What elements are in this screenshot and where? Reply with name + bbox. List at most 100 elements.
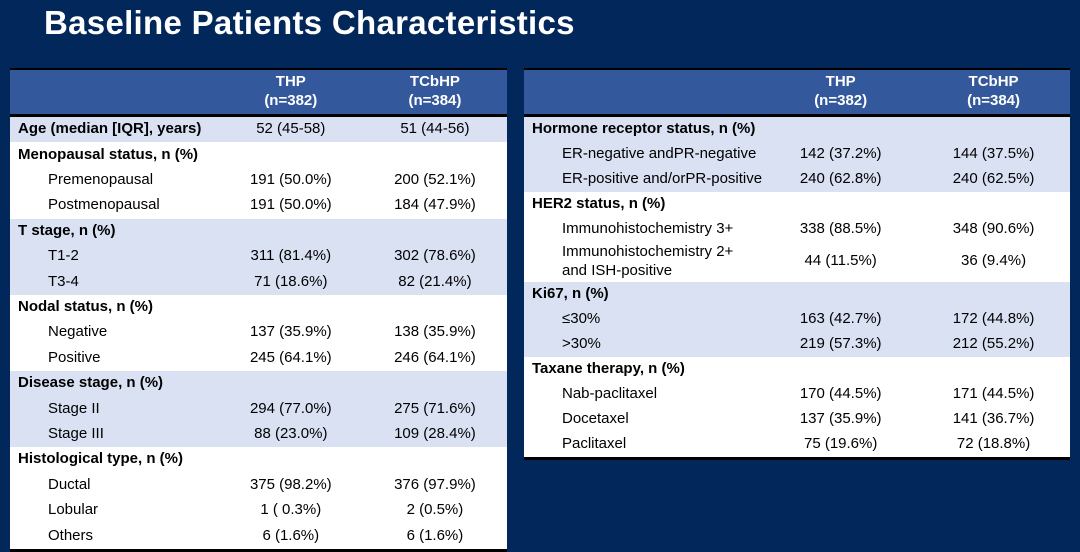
left-table-head: THP (n=382) TCbHP (n=384): [10, 69, 507, 117]
row-label: Postmenopausal: [10, 193, 219, 219]
row-label: ER-negative andPR-negative: [524, 142, 765, 167]
table-row: ≤30% 163 (42.7%) 172 (44.8%): [524, 306, 1070, 332]
row-label: Nodal status, n (%): [10, 294, 219, 321]
thp-value: 1 ( 0.3%): [218, 497, 363, 524]
tcbhp-value: 275 (71.6%): [362, 396, 507, 422]
tcbhp-value: 302 (78.6%): [362, 243, 507, 270]
row-label: >30%: [524, 331, 765, 357]
table-row: Nodal status, n (%): [10, 294, 507, 321]
row-label: Positive: [10, 345, 219, 371]
arm-n: (n=384): [967, 92, 1021, 109]
table-row: HER2 status, n (%): [524, 192, 1070, 217]
thp-value: 294 (77.0%): [218, 396, 363, 422]
column-header-tcbhp: TCbHP (n=384): [362, 69, 507, 117]
thp-value: 375 (98.2%): [218, 472, 363, 498]
tcbhp-value: 246 (64.1%): [362, 345, 507, 371]
tcbhp-value: [362, 142, 507, 168]
table-row: Negative 137 (35.9%) 138 (35.9%): [10, 320, 507, 346]
table-row: Histological type, n (%): [10, 447, 507, 473]
left-table-body: Age (median [IQR], years) 52 (45-58) 51 (4…: [10, 115, 507, 551]
row-label: Age (median [IQR], years): [10, 115, 219, 143]
thp-value: 240 (62.8%): [764, 167, 918, 192]
tcbhp-value: 171 (44.5%): [917, 381, 1070, 407]
header-row: THP (n=382) TCbHP (n=384): [10, 69, 507, 117]
table-row: Menopausal status, n (%): [10, 142, 507, 168]
table-row: Taxane therapy, n (%): [524, 356, 1070, 382]
row-label: T stage, n (%): [10, 218, 219, 244]
baseline-characteristics-table-left: THP (n=382) TCbHP (n=384) Age (median [I…: [10, 68, 507, 552]
tcbhp-value: 72 (18.8%): [917, 431, 1070, 458]
table-row: >30% 219 (57.3%) 212 (55.2%): [524, 331, 1070, 357]
table-row: Lobular 1 ( 0.3%) 2 (0.5%): [10, 497, 507, 524]
row-label: Disease stage, n (%): [10, 370, 219, 397]
tcbhp-value: 348 (90.6%): [917, 217, 1070, 242]
row-label: Stage III: [10, 421, 219, 448]
tcbhp-value: 212 (55.2%): [917, 331, 1070, 357]
thp-value: 219 (57.3%): [764, 331, 918, 357]
table-row: T stage, n (%): [10, 218, 507, 244]
table-row: T3-4 71 (18.6%) 82 (21.4%): [10, 269, 507, 295]
row-label: Ki67, n (%): [524, 281, 765, 307]
row-label: Ductal: [10, 472, 219, 498]
row-label: T3-4: [10, 269, 219, 295]
table-row: Paclitaxel 75 (19.6%) 72 (18.8%): [524, 431, 1070, 458]
table-row: Ductal 375 (98.2%) 376 (97.9%): [10, 472, 507, 498]
tcbhp-value: 82 (21.4%): [362, 269, 507, 295]
thp-value: 137 (35.9%): [218, 320, 363, 346]
row-label: ≤30%: [524, 306, 765, 332]
right-table-body: Hormone receptor status, n (%) ER-negativ…: [524, 115, 1070, 458]
thp-value: [764, 115, 918, 142]
thp-value: [218, 142, 363, 168]
page-title: Baseline Patients Characteristics: [44, 4, 575, 41]
tcbhp-value: [917, 281, 1070, 307]
arm-name: THP: [275, 73, 306, 91]
table-row: Premenopausal 191 (50.0%) 200 (52.1%): [10, 167, 507, 194]
table-row: Disease stage, n (%): [10, 370, 507, 397]
table-row: ER-negative andPR-negative 142 (37.2%) 144…: [524, 142, 1070, 167]
row-label: Negative: [10, 320, 219, 346]
thp-value: [764, 356, 918, 382]
table-row: Others 6 (1.6%) 6 (1.6%): [10, 523, 507, 551]
thp-value: 52 (45-58): [218, 115, 363, 143]
table-row: Immunohistochemistry 3+ 338 (88.5%) 348 (9…: [524, 217, 1070, 242]
thp-value: 88 (23.0%): [218, 421, 363, 448]
table-row: Ki67, n (%): [524, 281, 1070, 307]
table-row: Postmenopausal 191 (50.0%) 184 (47.9%): [10, 193, 507, 219]
arm-name: TCbHP: [968, 73, 1019, 91]
column-header-tcbhp: TCbHP (n=384): [917, 69, 1070, 117]
table-row: T1-2 311 (81.4%) 302 (78.6%): [10, 243, 507, 270]
table-row: Positive 245 (64.1%) 246 (64.1%): [10, 345, 507, 371]
tcbhp-value: 172 (44.8%): [917, 306, 1070, 332]
thp-value: 170 (44.5%): [764, 381, 918, 407]
arm-n: (n=384): [408, 92, 462, 109]
arm-name: THP: [825, 73, 856, 91]
tcbhp-value: 184 (47.9%): [362, 193, 507, 219]
header-row: THP (n=382) TCbHP (n=384): [524, 69, 1070, 117]
table-row: Hormone receptor status, n (%): [524, 115, 1070, 142]
right-table-head: THP (n=382) TCbHP (n=384): [524, 69, 1070, 117]
arm-n: (n=382): [814, 92, 868, 109]
tcbhp-value: 141 (36.7%): [917, 406, 1070, 432]
empty-header-cell: [10, 69, 219, 117]
table-row: Nab-paclitaxel 170 (44.5%) 171 (44.5%): [524, 381, 1070, 407]
thp-value: [218, 294, 363, 321]
baseline-characteristics-table-right: THP (n=382) TCbHP (n=384) Hormone recept…: [524, 68, 1070, 460]
thp-value: [218, 370, 363, 397]
row-label: Paclitaxel: [524, 431, 765, 458]
row-label: Menopausal status, n (%): [10, 142, 219, 168]
thp-value: 142 (37.2%): [764, 142, 918, 167]
tcbhp-value: [362, 370, 507, 397]
arm-name: TCbHP: [409, 73, 460, 91]
tcbhp-value: [917, 356, 1070, 382]
tcbhp-value: 138 (35.9%): [362, 320, 507, 346]
table-row: Stage III 88 (23.0%) 109 (28.4%): [10, 421, 507, 448]
thp-value: 71 (18.6%): [218, 269, 363, 295]
tcbhp-value: [362, 218, 507, 244]
row-label: Taxane therapy, n (%): [524, 356, 765, 382]
thp-value: 6 (1.6%): [218, 523, 363, 551]
tcbhp-value: [362, 447, 507, 473]
arm-n: (n=382): [264, 92, 318, 109]
thp-value: 44 (11.5%): [764, 242, 918, 282]
row-label: Premenopausal: [10, 167, 219, 194]
empty-header-cell: [524, 69, 765, 117]
